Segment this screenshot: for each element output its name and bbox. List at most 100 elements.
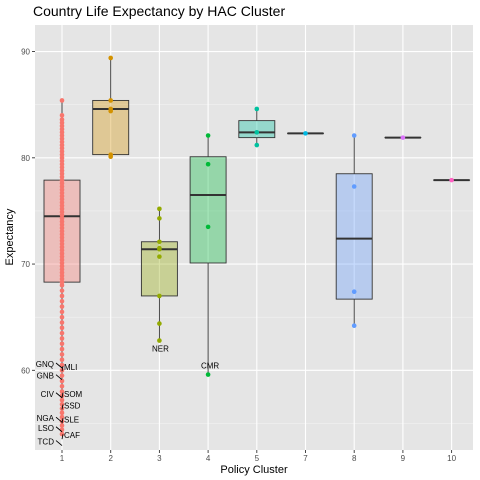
y-tick-label: 60 bbox=[21, 366, 30, 375]
data-point bbox=[108, 55, 113, 61]
data-point bbox=[59, 288, 65, 293]
annotation-leader bbox=[55, 426, 63, 433]
annotation-label: CAF bbox=[64, 431, 80, 440]
data-point bbox=[59, 378, 65, 384]
data-point bbox=[59, 397, 65, 403]
data-point bbox=[157, 239, 162, 245]
data-point bbox=[59, 254, 65, 259]
annotation-label: GNB bbox=[37, 372, 54, 381]
data-point bbox=[157, 246, 162, 252]
data-point bbox=[59, 309, 65, 315]
data-point bbox=[351, 184, 357, 189]
data-point bbox=[157, 321, 162, 326]
annotation-leader bbox=[55, 416, 63, 423]
data-point bbox=[59, 209, 65, 215]
data-point bbox=[59, 123, 65, 129]
data-point bbox=[254, 142, 260, 148]
data-point bbox=[108, 154, 113, 160]
data-point bbox=[59, 200, 65, 205]
box-cluster-4 bbox=[189, 135, 227, 375]
annotations: GNQ MLI GNB CIV SOM SSD NGA SLE LSO CAF TCD NER CMR bbox=[36, 345, 220, 447]
data-point bbox=[59, 165, 65, 170]
data-point bbox=[157, 254, 162, 259]
data-point bbox=[157, 206, 162, 212]
data-point bbox=[59, 346, 65, 352]
data-point bbox=[108, 108, 113, 114]
data-point bbox=[59, 168, 65, 173]
data-point bbox=[449, 177, 454, 183]
data-point bbox=[59, 155, 65, 161]
x-tick-label: 2 bbox=[108, 454, 113, 463]
data-point bbox=[205, 161, 211, 167]
data-point bbox=[59, 325, 65, 331]
annotation-label: MLI bbox=[64, 363, 77, 372]
data-point bbox=[59, 373, 65, 378]
x-tick-label: 4 bbox=[206, 454, 211, 463]
annotation-label: NGA bbox=[37, 414, 55, 423]
y-tick-label: 90 bbox=[21, 48, 30, 57]
grid bbox=[35, 25, 473, 450]
data-point bbox=[59, 283, 65, 288]
data-point bbox=[59, 196, 65, 202]
data-point bbox=[59, 113, 65, 118]
box bbox=[189, 156, 227, 264]
annotation-leader bbox=[55, 362, 63, 369]
data-point bbox=[59, 336, 65, 341]
box bbox=[335, 173, 373, 300]
data-point bbox=[59, 228, 65, 234]
data-point bbox=[59, 171, 65, 177]
data-point bbox=[59, 216, 65, 221]
data-point bbox=[59, 222, 65, 228]
annotation-leader bbox=[55, 374, 63, 381]
data-point bbox=[59, 247, 65, 253]
x-tick-label: 9 bbox=[401, 454, 406, 463]
x-tick-label: 10 bbox=[447, 454, 456, 463]
annotation-label: SOM bbox=[64, 390, 83, 399]
data-point bbox=[157, 216, 162, 221]
x-tick-label: 3 bbox=[157, 454, 162, 463]
annotation-leader bbox=[61, 392, 64, 398]
data-point bbox=[59, 389, 65, 394]
annotation-leader bbox=[61, 404, 64, 410]
data-point bbox=[59, 276, 65, 282]
x-tick-label: 1 bbox=[60, 454, 65, 463]
data-point bbox=[254, 106, 260, 112]
data-point bbox=[108, 98, 113, 103]
x-axis-ticks: 1 2 3 4 5 7 8 9 10 bbox=[60, 450, 457, 463]
box bbox=[238, 120, 276, 139]
annotation-label: TCD bbox=[38, 438, 55, 447]
box-cluster-8 bbox=[335, 135, 373, 326]
data-point bbox=[59, 149, 65, 154]
annotation-label: LSO bbox=[38, 424, 54, 433]
annotation-label: SLE bbox=[64, 415, 79, 424]
data-point bbox=[59, 133, 65, 138]
data-point bbox=[59, 120, 65, 126]
data-point bbox=[59, 177, 65, 183]
data-point bbox=[59, 244, 65, 250]
data-point bbox=[59, 139, 65, 145]
annotation-leader bbox=[61, 434, 64, 440]
data-point bbox=[59, 267, 65, 272]
data-point bbox=[59, 293, 65, 299]
x-tick-label: 8 bbox=[352, 454, 357, 463]
y-axis-title: Expectancy bbox=[4, 208, 16, 265]
x-tick-label: 5 bbox=[255, 454, 260, 463]
data-point bbox=[59, 320, 65, 325]
data-point bbox=[59, 314, 65, 320]
x-axis-title: Policy Cluster bbox=[220, 464, 288, 476]
data-point bbox=[59, 219, 65, 224]
annotation-leader bbox=[61, 418, 64, 424]
y-axis-ticks: 60 70 80 90 bbox=[21, 48, 35, 375]
annotation-leader bbox=[61, 366, 64, 372]
data-point bbox=[59, 212, 65, 218]
data-point bbox=[59, 260, 65, 266]
data-point bbox=[59, 235, 65, 240]
x-tick-label: 7 bbox=[303, 454, 308, 463]
data-point bbox=[59, 117, 65, 122]
annotation-label: GNQ bbox=[36, 360, 54, 369]
data-point bbox=[59, 145, 65, 151]
data-point bbox=[59, 174, 65, 180]
data-point bbox=[59, 190, 65, 196]
data-point bbox=[59, 225, 65, 231]
data-point bbox=[59, 232, 65, 237]
